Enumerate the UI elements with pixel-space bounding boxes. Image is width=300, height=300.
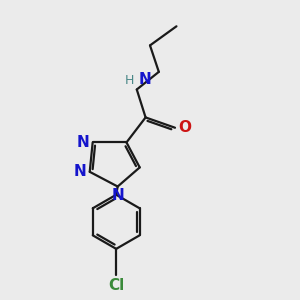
Text: H: H — [125, 74, 134, 87]
Text: N: N — [138, 72, 151, 87]
Text: N: N — [111, 188, 124, 203]
Text: O: O — [178, 120, 191, 135]
Text: N: N — [74, 164, 86, 179]
Text: Cl: Cl — [108, 278, 124, 293]
Text: N: N — [76, 135, 89, 150]
